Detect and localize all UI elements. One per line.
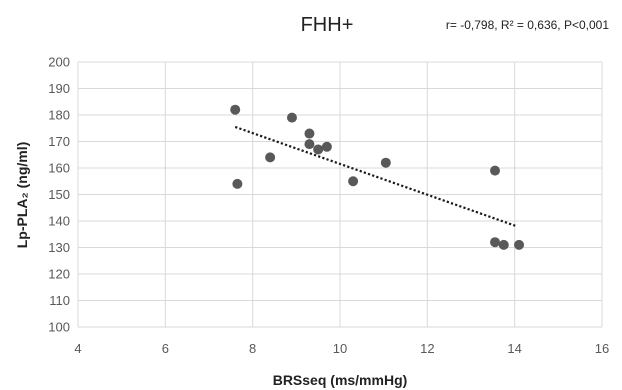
tick-layer: 100 110 120 130 140 150 160 170 180 190 200 4 6 8 10 12… bbox=[48, 55, 609, 357]
trendline-layer bbox=[234, 125, 518, 228]
y-tick-label: 190 bbox=[48, 81, 70, 96]
x-tick-label: 6 bbox=[162, 341, 169, 356]
y-tick-label: 120 bbox=[48, 267, 70, 282]
y-tick-label: 150 bbox=[48, 187, 70, 202]
trendline bbox=[234, 125, 518, 228]
data-point bbox=[304, 128, 315, 139]
data-point bbox=[321, 141, 332, 152]
x-tick-label: 16 bbox=[595, 341, 609, 356]
data-point bbox=[265, 152, 276, 163]
y-tick-label: 160 bbox=[48, 161, 70, 176]
data-point bbox=[230, 104, 241, 115]
x-tick-label: 10 bbox=[333, 341, 347, 356]
y-tick-label: 140 bbox=[48, 214, 70, 229]
data-point bbox=[232, 178, 243, 189]
x-tick-label: 4 bbox=[74, 341, 81, 356]
data-point bbox=[498, 239, 509, 250]
data-point bbox=[313, 144, 324, 155]
data-point bbox=[490, 237, 501, 248]
y-tick-label: 170 bbox=[48, 134, 70, 149]
data-point bbox=[514, 239, 525, 250]
x-axis-label: BRSseq (ms/mmHg) bbox=[273, 372, 408, 388]
y-tick-label: 200 bbox=[48, 55, 70, 70]
x-tick-label: 8 bbox=[249, 341, 256, 356]
y-tick-label: 100 bbox=[48, 320, 70, 335]
x-tick-label: 14 bbox=[507, 341, 521, 356]
y-tick-label: 130 bbox=[48, 240, 70, 255]
data-point bbox=[348, 176, 359, 187]
data-point bbox=[286, 112, 297, 123]
y-axis-label: Lp-PLA₂ (ng/ml) bbox=[14, 142, 30, 249]
data-point bbox=[304, 139, 315, 150]
chart-title: FHH+ bbox=[301, 14, 354, 36]
y-tick-label: 180 bbox=[48, 108, 70, 123]
data-point bbox=[490, 165, 501, 176]
stats-annotation: r= -0,798, R² = 0,636, P<0,001 bbox=[446, 18, 609, 32]
data-point bbox=[380, 157, 391, 168]
x-tick-label: 12 bbox=[420, 341, 434, 356]
y-tick-label: 110 bbox=[49, 293, 70, 308]
grid-layer bbox=[77, 61, 603, 328]
point-layer bbox=[230, 104, 525, 250]
